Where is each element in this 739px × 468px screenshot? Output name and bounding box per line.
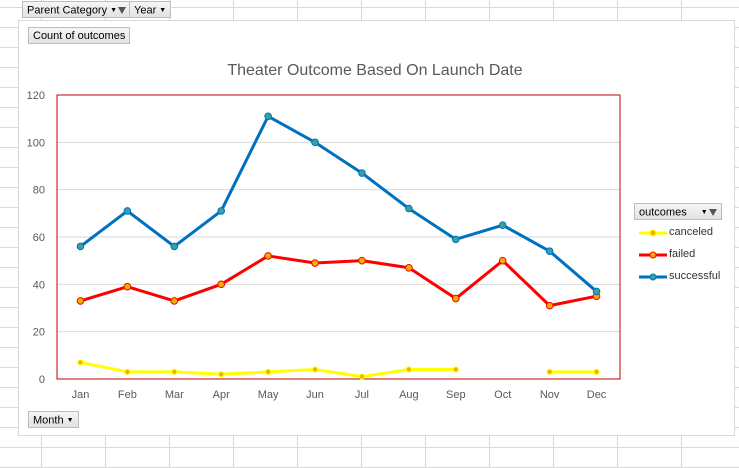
dropdown-arrow-icon: ▼ (700, 209, 708, 216)
x-tick-label: Aug (399, 389, 419, 401)
y-tick-label: 40 (33, 279, 45, 291)
filter-funnel-icon (118, 7, 127, 14)
data-point (405, 204, 413, 213)
series-successful (76, 112, 601, 296)
legend-label: successful (669, 270, 721, 282)
legend-swatch (639, 251, 667, 259)
chart-title: Theater Outcome Based On Launch Date (227, 62, 522, 79)
data-point (358, 169, 366, 177)
series-failed (76, 252, 601, 310)
data-point (546, 368, 553, 375)
data-point (265, 368, 272, 375)
data-point (217, 280, 226, 289)
year-label: Year (134, 4, 157, 17)
data-point (311, 366, 319, 373)
dropdown-arrow-icon: ▼ (110, 7, 118, 14)
x-tick-label: Nov (540, 389, 560, 401)
x-tick-label: Jan (72, 389, 90, 401)
data-point (545, 301, 554, 310)
data-point (498, 221, 507, 229)
y-tick-label: 0 (39, 374, 45, 386)
series-line (79, 114, 598, 293)
data-point (76, 297, 85, 305)
data-point (545, 247, 554, 255)
y-tick-label: 60 (33, 232, 45, 244)
data-point (405, 366, 412, 373)
data-point (171, 368, 178, 375)
x-tick-label: May (258, 389, 279, 401)
x-tick-label: Apr (213, 389, 230, 401)
x-tick-label: Mar (165, 389, 184, 401)
data-point (123, 207, 132, 215)
data-point (593, 368, 600, 375)
dropdown-arrow-icon: ▼ (159, 7, 167, 14)
month-field-button[interactable]: Month ▼ (28, 411, 79, 428)
data-point (77, 359, 84, 366)
legend-swatch (639, 229, 667, 237)
count-of-outcomes-field-button[interactable]: Count of outcomes (28, 27, 131, 44)
series-line (80, 254, 597, 308)
data-point (218, 371, 225, 378)
data-point (311, 138, 319, 147)
legend-swatch (639, 273, 667, 281)
x-tick-label: Jun (306, 389, 324, 401)
data-point (498, 256, 507, 265)
gridlines (57, 141, 620, 333)
legend-filter-button[interactable]: outcomes ▼ (634, 203, 722, 220)
x-tick-label: Feb (118, 389, 137, 401)
legend-label: canceled (669, 226, 714, 238)
data-point (217, 207, 226, 215)
month-label: Month (33, 414, 64, 427)
data-point (76, 242, 85, 251)
data-point (358, 373, 366, 380)
parent-category-label: Parent Category (27, 4, 108, 17)
data-point (170, 297, 179, 305)
x-axis-tick-labels: Jan Feb Mar Apr May Jun Jul Aug Sep Oct Nov Dec (72, 389, 607, 401)
values-field-label: Count of outcomes (33, 30, 126, 42)
data-point (123, 282, 132, 291)
x-tick-label: Jul (355, 389, 369, 401)
data-point (451, 235, 460, 244)
y-tick-label: 100 (27, 137, 45, 149)
data-point (124, 368, 131, 375)
data-point (405, 263, 413, 272)
chart-area[interactable] (18, 20, 735, 436)
y-tick-label: 20 (33, 327, 45, 339)
series-canceled (77, 359, 600, 380)
parent-category-filter-button[interactable]: Parent Category ▼ (22, 1, 132, 18)
data-point (592, 287, 601, 296)
x-tick-label: Dec (587, 389, 607, 401)
data-point (451, 294, 460, 303)
data-point (264, 252, 272, 260)
y-tick-label: 120 (27, 90, 45, 102)
data-point (452, 366, 459, 373)
y-axis-tick-labels: 0 20 40 60 80 100 120 (27, 90, 45, 386)
x-tick-label: Sep (446, 389, 466, 401)
x-tick-label: Oct (494, 389, 511, 401)
filter-funnel-icon (708, 209, 717, 216)
data-point (358, 256, 366, 265)
series-layer (76, 112, 601, 380)
y-tick-label: 80 (33, 185, 45, 197)
year-filter-button[interactable]: Year ▼ (129, 1, 172, 18)
legend-label: failed (669, 248, 696, 260)
dropdown-arrow-icon: ▼ (66, 417, 74, 424)
legend-title: outcomes (639, 206, 687, 219)
plot-area-border (56, 94, 621, 380)
data-point (170, 242, 179, 251)
data-point (311, 259, 319, 267)
data-point (264, 112, 272, 121)
